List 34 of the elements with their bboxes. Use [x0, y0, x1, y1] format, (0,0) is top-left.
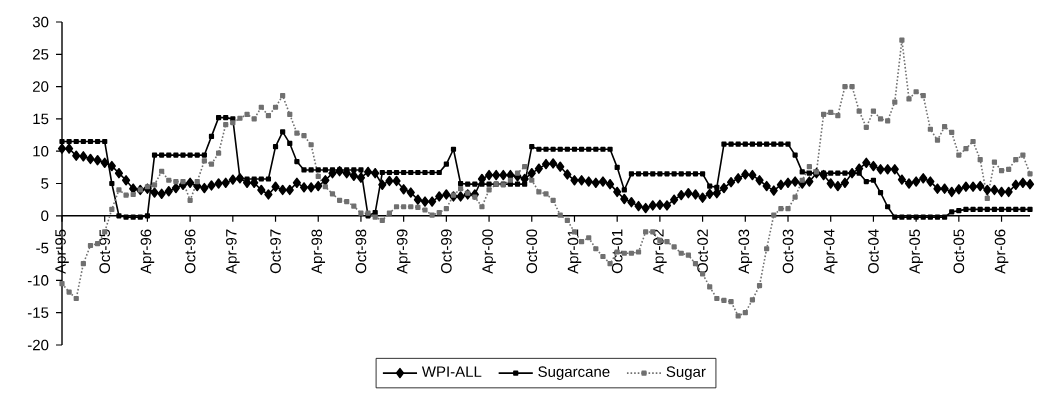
x-tick-label: Oct-02 — [697, 229, 708, 274]
x-tick-label: Apr-97 — [226, 229, 240, 274]
x-tick-label: Oct-03 — [782, 229, 794, 274]
x-tick-label: Apr-03 — [738, 229, 753, 274]
x-tick-label: Apr-99 — [396, 229, 411, 274]
x-tick-label: Apr-05 — [909, 229, 923, 274]
legend-label: Sugar — [666, 366, 706, 380]
y-tick-label: 20 — [33, 81, 49, 92]
y-tick-label: -20 — [27, 339, 49, 351]
y-tick-label: 15 — [33, 113, 49, 125]
x-tick-label: Oct-04 — [868, 229, 879, 274]
y-tick-label: 0 — [41, 210, 49, 222]
x-tick-label: Oct-98 — [355, 229, 367, 274]
x-tick-label: Oct-99 — [441, 229, 452, 274]
x-tick-label: Oct-05 — [953, 229, 965, 274]
legend-label: WPI-ALL — [421, 366, 482, 377]
y-tick-label: -15 — [27, 307, 49, 318]
x-tick-label: Oct-96 — [184, 229, 196, 274]
y-tick-label: -5 — [36, 242, 49, 254]
x-tick-label: Apr-95 — [55, 229, 69, 274]
x-tick-label: Apr-96 — [140, 229, 155, 274]
y-tick-label: -10 — [27, 275, 49, 286]
y-tick-label: 5 — [41, 178, 49, 189]
x-tick-label: Apr-06 — [994, 229, 1009, 274]
x-tick-label: Apr-04 — [823, 229, 838, 274]
x-tick-label: Oct-95 — [99, 229, 111, 274]
x-tick-label: Apr-00 — [482, 229, 496, 274]
x-tick-label: Apr-98 — [311, 229, 326, 274]
legend-label: Sugarcane — [538, 366, 610, 380]
y-tick-label: 10 — [33, 145, 49, 157]
y-tick-label: 25 — [33, 48, 49, 60]
x-tick-label: Oct-97 — [270, 229, 281, 274]
y-tick-label: 30 — [32, 16, 49, 28]
x-tick-label: Oct-00 — [526, 229, 538, 274]
